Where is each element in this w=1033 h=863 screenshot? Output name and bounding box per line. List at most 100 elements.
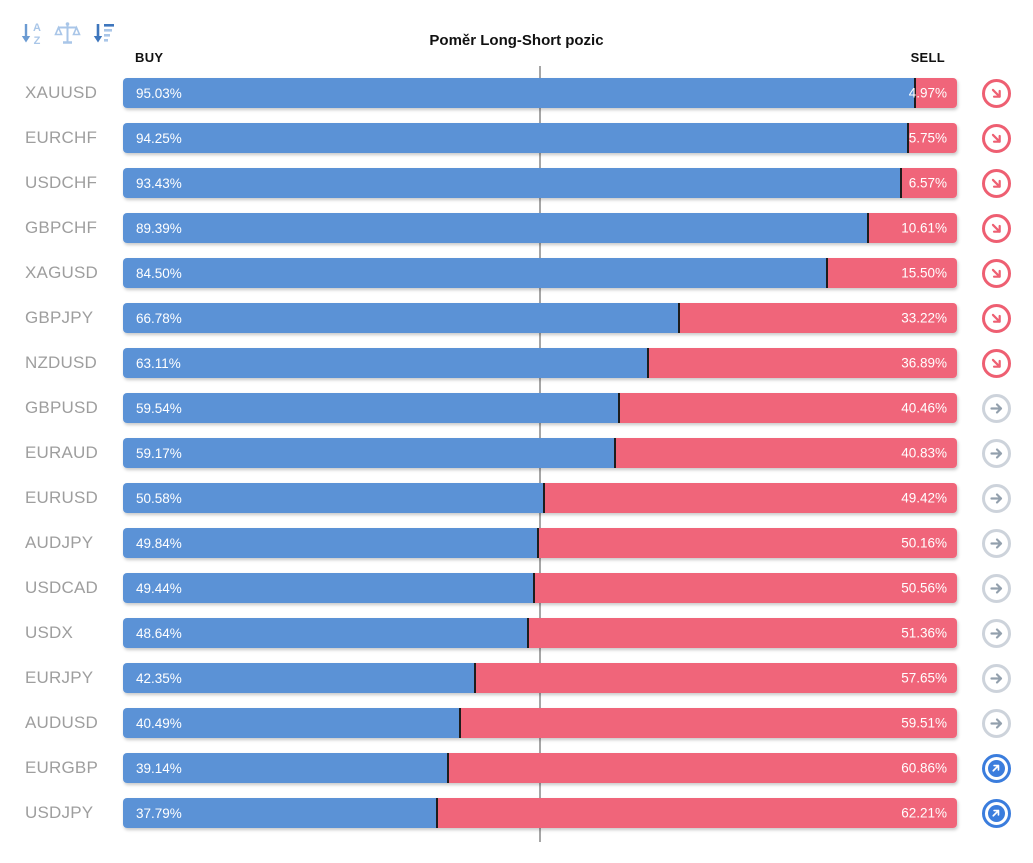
chart-row: EURUSD 50.58% 49.42% [0, 483, 1033, 513]
sell-value: 51.36% [901, 625, 947, 641]
sell-value: 50.16% [901, 535, 947, 551]
sell-bar[interactable]: 4.97% [909, 78, 957, 108]
trend-right-icon [981, 393, 1011, 423]
sell-bar[interactable]: 50.16% [538, 528, 957, 558]
sell-bar[interactable]: 40.83% [616, 438, 957, 468]
balance-scale-icon[interactable] [54, 20, 81, 47]
trend-down-icon [981, 348, 1011, 378]
trend-up-icon [981, 753, 1011, 783]
sell-bar[interactable]: 5.75% [909, 123, 957, 153]
chart-row: USDCAD 49.44% 50.56% [0, 573, 1033, 603]
sell-bar[interactable]: 57.65% [476, 663, 957, 693]
trend-right-icon [981, 528, 1011, 558]
arrow-disc [987, 759, 1005, 777]
ratio-bar: 37.79% 62.21% [123, 798, 957, 828]
buy-bar[interactable]: 89.39% [123, 213, 869, 243]
circle-outline [981, 483, 1011, 513]
buy-bar[interactable]: 66.78% [123, 303, 680, 333]
sell-value: 10.61% [901, 220, 947, 236]
sort-alpha-descending-icon[interactable]: A Z [18, 20, 45, 47]
sell-bar[interactable]: 36.89% [649, 348, 957, 378]
buy-bar[interactable]: 49.44% [123, 573, 536, 603]
trend-down-icon [981, 213, 1011, 243]
instrument-label: EURJPY [25, 668, 94, 687]
chart-row: USDX 48.64% 51.36% [0, 618, 1033, 648]
sell-bar[interactable]: 15.50% [827, 258, 957, 288]
arrow-disc [987, 804, 1005, 822]
buy-value: 59.17% [136, 445, 182, 461]
ratio-bar: 66.78% 33.22% [123, 303, 957, 333]
circle-outline [981, 708, 1011, 738]
sell-bar[interactable]: 33.22% [679, 303, 957, 333]
sell-bar[interactable]: 62.21% [438, 798, 957, 828]
sell-bar[interactable]: 10.61% [868, 213, 957, 243]
instrument-label: XAUUSD [25, 83, 98, 102]
sell-value: 62.21% [901, 805, 947, 821]
instrument-label: EURAUD [25, 443, 98, 462]
buy-bar[interactable]: 50.58% [123, 483, 545, 513]
sell-bar[interactable]: 6.57% [902, 168, 957, 198]
ratio-bar: 49.44% 50.56% [123, 573, 957, 603]
instrument-label: USDJPY [25, 803, 94, 822]
sell-value: 50.56% [901, 580, 947, 596]
trend-right-icon [981, 438, 1011, 468]
circle-outline [981, 348, 1011, 378]
buy-value: 49.44% [136, 580, 182, 596]
instrument-label: USDCAD [25, 578, 98, 597]
buy-bar[interactable]: 63.11% [123, 348, 650, 378]
chart-row: AUDJPY 49.84% 50.16% [0, 528, 1033, 558]
instrument-label: AUDJPY [25, 533, 94, 552]
circle-outline [981, 528, 1011, 558]
ratio-bar: 84.50% 15.50% [123, 258, 957, 288]
circle-outline [981, 213, 1011, 243]
sell-value: 40.46% [901, 400, 947, 416]
ratio-bar: 59.54% 40.46% [123, 393, 957, 423]
circle-outline [981, 393, 1011, 423]
sort-amount-descending-icon[interactable] [90, 20, 117, 47]
buy-bar[interactable]: 84.50% [123, 258, 828, 288]
buy-bar[interactable]: 59.54% [123, 393, 620, 423]
buy-bar[interactable]: 48.64% [123, 618, 529, 648]
buy-bar[interactable]: 49.84% [123, 528, 539, 558]
instrument-label: USDCHF [25, 173, 98, 192]
sell-bar[interactable]: 49.42% [544, 483, 957, 513]
trend-right-icon [981, 618, 1011, 648]
sell-bar[interactable]: 40.46% [619, 393, 957, 423]
buy-value: 39.14% [136, 760, 182, 776]
svg-text:Z: Z [34, 35, 41, 47]
sell-value: 60.86% [901, 760, 947, 776]
buy-bar[interactable]: 93.43% [123, 168, 903, 198]
circle-outline [981, 168, 1011, 198]
sell-value: 57.65% [901, 670, 947, 686]
ratio-bar: 94.25% 5.75% [123, 123, 957, 153]
sell-bar[interactable]: 60.86% [449, 753, 957, 783]
sell-bar[interactable]: 50.56% [535, 573, 957, 603]
ratio-bar: 63.11% 36.89% [123, 348, 957, 378]
sell-value: 6.57% [908, 175, 947, 191]
buy-bar[interactable]: 95.03% [123, 78, 916, 108]
circle-outline [981, 438, 1011, 468]
instrument-label: EURGBP [25, 758, 98, 777]
buy-bar[interactable]: 94.25% [123, 123, 910, 153]
buy-value: 49.84% [136, 535, 182, 551]
instrument-label: EURUSD [25, 488, 98, 507]
buy-bar[interactable]: 39.14% [123, 753, 450, 783]
sell-bar[interactable]: 51.36% [528, 618, 957, 648]
buy-value: 94.25% [136, 130, 182, 146]
trend-right-icon [981, 708, 1011, 738]
trend-right-icon [981, 663, 1011, 693]
instrument-label: USDX [25, 623, 74, 642]
buy-bar[interactable]: 37.79% [123, 798, 439, 828]
buy-bar[interactable]: 42.35% [123, 663, 477, 693]
circle-outline [981, 303, 1011, 333]
trend-right-icon [981, 573, 1011, 603]
buy-value: 93.43% [136, 175, 182, 191]
buy-bar[interactable]: 40.49% [123, 708, 461, 738]
chart-row: EURCHF 94.25% 5.75% [0, 123, 1033, 153]
instrument-label: EURCHF [25, 128, 98, 147]
buy-value: 63.11% [136, 355, 181, 371]
sell-bar[interactable]: 59.51% [460, 708, 957, 738]
chart-row: AUDUSD 40.49% 59.51% [0, 708, 1033, 738]
buy-bar[interactable]: 59.17% [123, 438, 617, 468]
sell-value: 15.50% [901, 265, 947, 281]
